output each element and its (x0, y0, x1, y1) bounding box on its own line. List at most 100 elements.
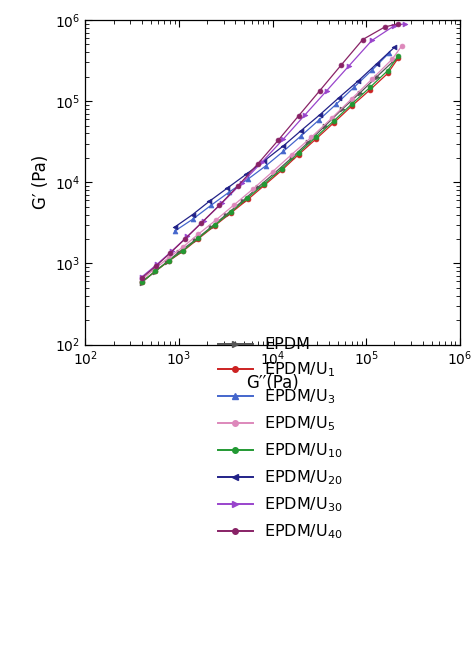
EPDM/U$_{10}$ (367, 83, 373, 91)
Line: EPDM/U$_{30}$: EPDM/U$_{30}$ (139, 21, 408, 279)
EPDM/U$_5$ (369, 75, 374, 83)
EPDM/U$_{30}$ (260, 157, 265, 165)
EPDM/U$_{20}$ (243, 171, 249, 179)
EPDM/U$_3$ (369, 66, 374, 74)
EPDM/U$_1$ (296, 151, 301, 159)
EPDM/U$_{20}$ (262, 157, 267, 165)
EPDM/U$_{10}$ (279, 165, 284, 173)
EPDM/U$_3$ (263, 161, 269, 169)
EPDM/U$_5$ (250, 185, 256, 193)
EPDM/U$_3$ (334, 100, 339, 108)
EPDM/U$_1$ (349, 102, 355, 110)
EPDM/U$_{30}$ (402, 20, 408, 28)
EPDM/U$_{40}$ (275, 136, 281, 144)
EPDM/U$_5$ (195, 230, 201, 238)
EPDM/U$_{20}$ (190, 211, 195, 219)
EPDM/U$_{10}$ (139, 278, 145, 286)
EPDM/U$_5$ (390, 55, 395, 63)
EPDM (176, 248, 182, 256)
EPDM/U$_1$ (212, 222, 218, 230)
EPDM/U$_{20}$ (281, 142, 286, 150)
EPDM/U$_5$ (139, 275, 145, 283)
Line: EPDM/U$_3$: EPDM/U$_3$ (172, 51, 392, 233)
EPDM/U$_{40}$ (296, 112, 301, 120)
EPDM/U$_{40}$ (167, 249, 173, 257)
EPDM/U$_5$ (399, 42, 405, 50)
EPDM (272, 169, 277, 177)
EPDM/U$_{10}$ (245, 194, 250, 202)
EPDM/U$_5$ (213, 216, 219, 224)
EPDM/U$_{10}$ (166, 257, 172, 265)
EPDM/U$_{10}$ (212, 221, 218, 229)
EPDM/U$_3$ (246, 175, 251, 183)
Legend: EPDM, EPDM/U$_1$, EPDM/U$_3$, EPDM/U$_5$, EPDM/U$_{10}$, EPDM/U$_{20}$, EPDM/U$_: EPDM, EPDM/U$_1$, EPDM/U$_3$, EPDM/U$_5$… (218, 337, 343, 541)
EPDM/U$_{20}$ (225, 184, 230, 192)
EPDM (289, 154, 294, 162)
EPDM (223, 211, 229, 219)
EPDM/U$_{40}$ (153, 262, 159, 270)
EPDM/U$_{10}$ (385, 67, 391, 75)
EPDM/U$_{30}$ (239, 179, 245, 187)
EPDM/U$_1$ (331, 119, 337, 127)
EPDM (392, 56, 397, 64)
EPDM/U$_{30}$ (184, 232, 190, 240)
EPDM/U$_5$ (153, 264, 158, 272)
Line: EPDM/U$_1$: EPDM/U$_1$ (139, 55, 401, 284)
EPDM/U$_{10}$ (153, 267, 158, 275)
EPDM/U$_{40}$ (360, 35, 365, 43)
EPDM/U$_{30}$ (201, 217, 207, 225)
EPDM/U$_{10}$ (313, 133, 319, 141)
EPDM/U$_{10}$ (262, 179, 267, 187)
EPDM/U$_{20}$ (206, 197, 212, 205)
EPDM/U$_1$ (246, 195, 251, 203)
EPDM/U$_{30}$ (281, 135, 286, 143)
EPDM (164, 257, 170, 265)
EPDM/U$_{10}$ (195, 234, 201, 242)
EPDM/U$_1$ (195, 235, 201, 243)
X-axis label: G′′(Pa): G′′(Pa) (246, 374, 299, 392)
EPDM/U$_{40}$ (395, 20, 401, 28)
EPDM/U$_{10}$ (395, 52, 401, 60)
EPDM/U$_{40}$ (382, 23, 388, 31)
EPDM (255, 183, 261, 191)
EPDM/U$_{30}$ (302, 111, 308, 119)
EPDM (152, 267, 157, 275)
EPDM (357, 89, 363, 97)
EPDM/U$_{20}$ (374, 59, 380, 67)
EPDM/U$_{40}$ (139, 274, 145, 282)
EPDM/U$_3$ (190, 215, 195, 223)
EPDM/U$_{20}$ (355, 77, 361, 85)
EPDM/U$_5$ (166, 253, 172, 261)
EPDM/U$_3$ (208, 201, 214, 209)
EPDM/U$_1$ (228, 209, 234, 217)
EPDM/U$_{40}$ (255, 159, 261, 167)
EPDM/U$_{40}$ (338, 61, 344, 69)
EPDM/U$_{30}$ (139, 273, 145, 281)
EPDM/U$_3$ (316, 116, 321, 124)
EPDM/U$_{30}$ (346, 61, 352, 69)
EPDM (305, 139, 311, 147)
EPDM/U$_{10}$ (349, 100, 355, 108)
EPDM/U$_3$ (298, 132, 303, 140)
EPDM/U$_1$ (313, 135, 319, 143)
EPDM/U$_{20}$ (336, 94, 342, 102)
EPDM/U$_{40}$ (199, 219, 204, 227)
EPDM/U$_1$ (166, 257, 172, 265)
EPDM/U$_3$ (281, 147, 286, 155)
EPDM/U$_{30}$ (169, 247, 175, 255)
Line: EPDM/U$_{20}$: EPDM/U$_{20}$ (172, 45, 397, 229)
EPDM/U$_{40}$ (217, 201, 222, 209)
Y-axis label: G′ (Pa): G′ (Pa) (32, 155, 50, 209)
EPDM/U$_{30}$ (154, 261, 160, 269)
EPDM/U$_5$ (289, 151, 294, 159)
EPDM/U$_{20}$ (172, 223, 177, 231)
EPDM/U$_5$ (329, 114, 335, 122)
EPDM/U$_1$ (367, 86, 373, 94)
EPDM/U$_1$ (180, 247, 186, 255)
EPDM (208, 223, 214, 231)
EPDM/U$_{30}$ (369, 37, 374, 45)
EPDM (240, 197, 246, 205)
Line: EPDM/U$_{40}$: EPDM/U$_{40}$ (139, 21, 401, 281)
EPDM/U$_3$ (386, 49, 392, 57)
EPDM/U$_5$ (270, 167, 275, 175)
